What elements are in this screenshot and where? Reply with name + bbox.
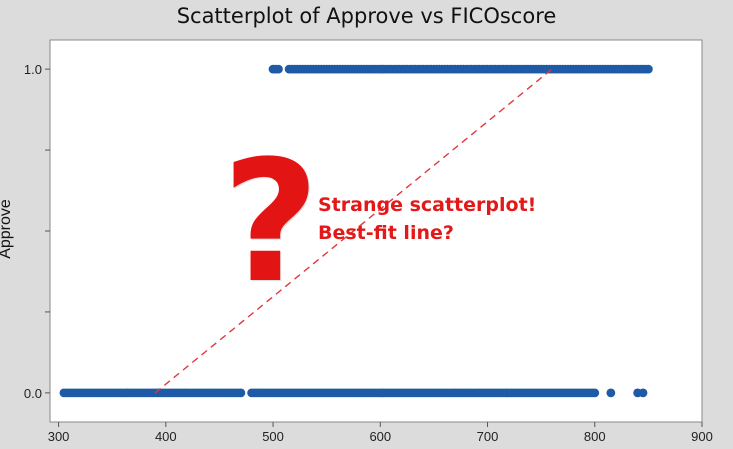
data-point <box>590 388 600 398</box>
x-tick-label: 700 <box>477 429 499 444</box>
plot-area <box>49 39 703 423</box>
data-point <box>236 388 246 398</box>
best-fit-line <box>154 68 553 394</box>
data-point <box>643 64 653 74</box>
x-tick-label: 900 <box>691 429 713 444</box>
x-tick-label: 300 <box>48 429 70 444</box>
annotation-strange-scatterplot: Strange scatterplot! <box>318 194 537 216</box>
x-tick-label: 800 <box>584 429 606 444</box>
y-axis-label: Approve <box>0 199 14 259</box>
data-point <box>274 64 283 74</box>
annotation-best-fit-line: Best-fit line? <box>318 222 454 244</box>
question-mark-annotation: ? <box>222 124 320 320</box>
y-tick-label: 1.0 <box>24 62 42 77</box>
x-tick-label: 400 <box>155 429 177 444</box>
x-tick-label: 500 <box>262 429 284 444</box>
data-point <box>638 388 648 398</box>
y-tick-label: 0.0 <box>24 386 42 401</box>
x-tick-label: 600 <box>369 429 391 444</box>
chart-title: Scatterplot of Approve vs FICOscore <box>176 4 557 28</box>
data-point <box>606 388 616 398</box>
